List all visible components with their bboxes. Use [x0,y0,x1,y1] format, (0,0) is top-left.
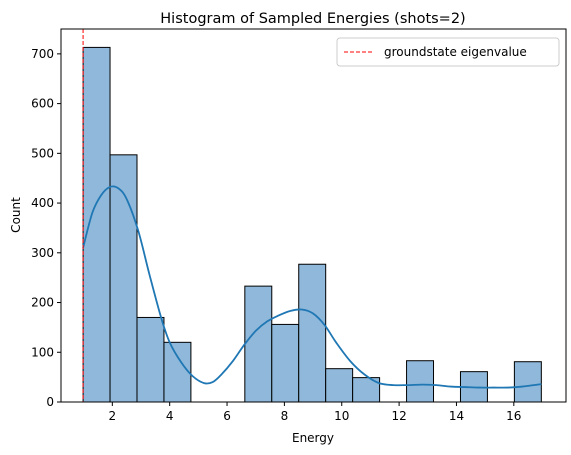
chart-title: Histogram of Sampled Energies (shots=2) [160,11,465,27]
y-ticks: 0 100 200 300 400 500 600 700 [31,47,61,409]
y-tick-label: 100 [31,345,54,359]
histogram-bar [271,323,300,403]
histogram-bar [136,316,165,403]
kde-layer [82,185,542,389]
x-axis-title: Energy [292,431,334,445]
y-axis-title: Count [9,197,23,233]
histogram-bar [325,368,354,403]
x-tick-label: 10 [334,409,349,423]
y-tick-label: 600 [31,97,54,111]
histogram-bar [244,285,273,403]
histogram-bar [406,360,435,403]
y-tick-label: 200 [31,296,54,310]
legend-box [336,37,560,67]
histogram-bar [163,341,192,403]
histogram-bar [298,263,327,403]
x-tick-label: 16 [506,409,521,423]
kde-curve [82,185,542,389]
legend-label: groundstate eigenvalue [384,45,527,59]
x-tick-label: 14 [449,409,464,423]
histogram-bar [109,154,138,403]
histogram-bar [513,361,542,403]
x-tick-label: 8 [281,409,289,423]
y-tick-label: 500 [31,146,54,160]
plot-frame [60,28,567,403]
y-tick-label: 700 [31,47,54,61]
bars-layer [82,46,542,403]
y-tick-label: 300 [31,246,54,260]
legend: groundstate eigenvalue [336,37,560,67]
x-tick-label: 2 [109,409,117,423]
y-tick-label: 0 [46,395,54,409]
histogram-bar [82,46,111,403]
y-tick-label: 400 [31,196,54,210]
x-tick-label: 6 [223,409,231,423]
x-tick-label: 4 [166,409,174,423]
x-tick-label: 12 [391,409,406,423]
x-ticks: 2 4 6 8 10 12 14 16 [109,402,521,423]
